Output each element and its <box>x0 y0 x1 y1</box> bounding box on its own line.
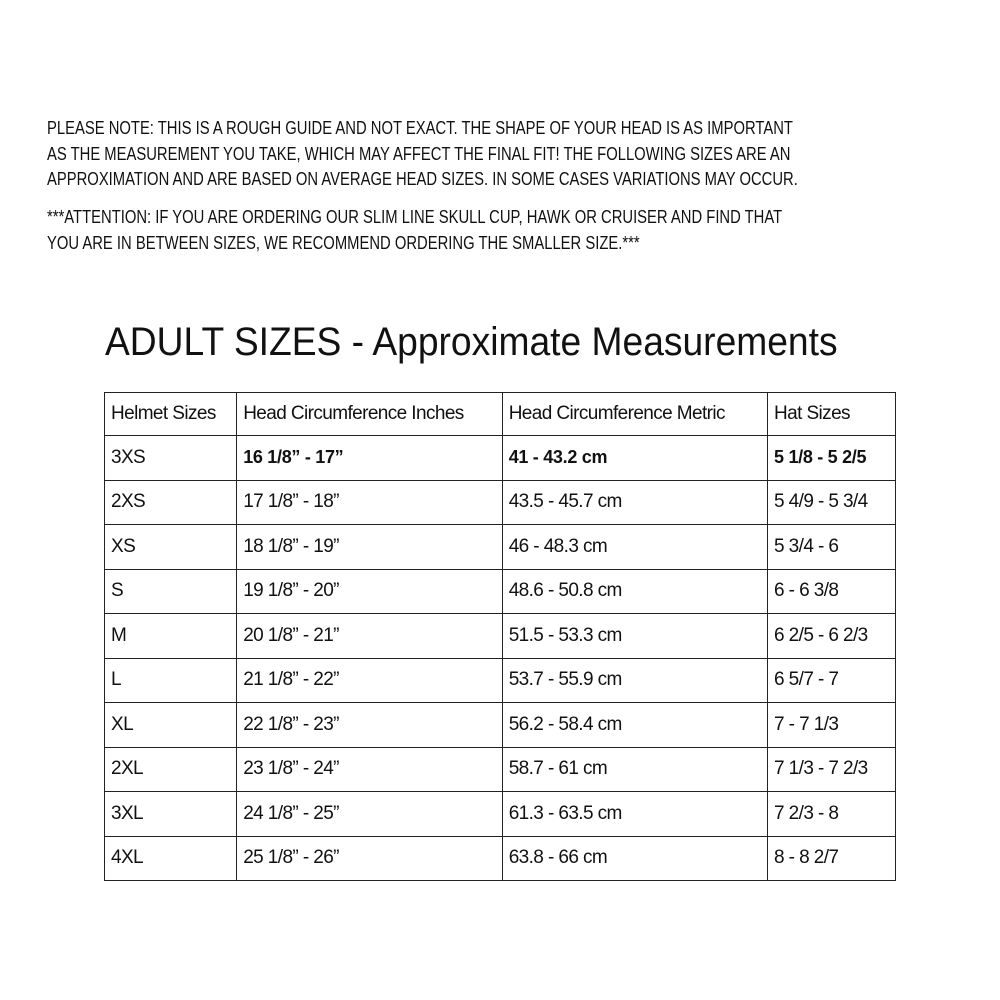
table-row: M 20 1/8” - 21” 51.5 - 53.3 cm 6 2/5 - 6 2/… <box>103 613 896 659</box>
hat-size-cell: 8 - 8 2/7 <box>767 835 896 881</box>
inches-cell: 21 1/8” - 22” <box>236 657 503 703</box>
table-header-row: Helmet Sizes Head Circumference Inches H… <box>103 392 896 436</box>
hat-size-cell: 7 1/3 - 7 2/3 <box>767 746 896 792</box>
note-line: APPROXIMATION AND ARE BASED ON AVERAGE H… <box>47 168 798 189</box>
inches-cell: 16 1/8” - 17” <box>236 435 503 481</box>
column-header: Helmet Sizes <box>103 392 238 436</box>
attention-line: YOU ARE IN BETWEEN SIZES, WE RECOMMEND O… <box>47 231 640 253</box>
metric-cell: 41 - 43.2 cm <box>501 435 769 481</box>
table-row: XL 22 1/8” - 23” 56.2 - 58.4 cm 7 - 7 1/3 <box>103 702 896 748</box>
hat-size-cell: 6 2/5 - 6 2/3 <box>767 613 896 659</box>
table-row: 3XL 24 1/8” - 25” 61.3 - 63.5 cm 7 2/3 - 8 <box>103 791 896 837</box>
metric-cell: 56.2 - 58.4 cm <box>501 702 769 748</box>
table-row: XS 18 1/8” - 19” 46 - 48.3 cm 5 3/4 - 6 <box>103 524 896 570</box>
column-header: Head Circumference Metric <box>501 392 769 436</box>
metric-cell: 58.7 - 61 cm <box>501 746 769 792</box>
table-row: 2XL 23 1/8” - 24” 58.7 - 61 cm 7 1/3 - 7 2/… <box>103 746 896 792</box>
hat-size-cell: 7 - 7 1/3 <box>767 702 896 748</box>
table-row: 4XL 25 1/8” - 26” 63.8 - 66 cm 8 - 8 2/7 <box>103 835 896 881</box>
table-row: S 19 1/8” - 20” 48.6 - 50.8 cm 6 - 6 3/8 <box>103 568 896 614</box>
helmet-size-cell: S <box>103 568 238 614</box>
metric-cell: 48.6 - 50.8 cm <box>501 568 769 614</box>
helmet-size-cell: M <box>103 613 238 659</box>
table-row: 2XS 17 1/8” - 18” 43.5 - 45.7 cm 5 4/9 - 5 … <box>103 479 896 525</box>
attention-line: ***ATTENTION: IF YOU ARE ORDERING OUR SL… <box>47 206 783 227</box>
column-header: Hat Sizes <box>767 392 896 436</box>
metric-cell: 63.8 - 66 cm <box>501 835 769 881</box>
helmet-size-cell: 3XL <box>103 791 238 837</box>
inches-cell: 22 1/8” - 23” <box>236 702 503 748</box>
helmet-size-cell: XS <box>103 524 238 570</box>
size-table: Helmet Sizes Head Circumference Inches H… <box>103 392 896 881</box>
helmet-size-cell: 3XS <box>103 435 238 481</box>
note-line: PLEASE NOTE: THIS IS A ROUGH GUIDE AND N… <box>47 117 793 138</box>
helmet-size-cell: L <box>103 657 238 703</box>
inches-cell: 18 1/8” - 19” <box>236 524 503 570</box>
attention-note: ***ATTENTION: IF YOU ARE ORDERING OUR SL… <box>47 204 782 255</box>
inches-cell: 25 1/8” - 26” <box>236 835 503 881</box>
inches-cell: 23 1/8” - 24” <box>236 746 503 792</box>
metric-cell: 51.5 - 53.3 cm <box>501 613 769 659</box>
helmet-size-cell: 2XL <box>103 746 238 792</box>
metric-cell: 46 - 48.3 cm <box>501 524 769 570</box>
table-row: 3XS 16 1/8” - 17” 41 - 43.2 cm 5 1/8 - 5 2/… <box>103 435 896 481</box>
hat-size-cell: 6 5/7 - 7 <box>767 657 896 703</box>
helmet-size-cell: XL <box>103 702 238 748</box>
disclaimer-note: PLEASE NOTE: THIS IS A ROUGH GUIDE AND N… <box>47 115 798 192</box>
helmet-size-cell: 2XS <box>103 479 238 525</box>
inches-cell: 24 1/8” - 25” <box>236 791 503 837</box>
note-line: AS THE MEASUREMENT YOU TAKE, WHICH MAY A… <box>47 142 791 164</box>
table-row: L 21 1/8” - 22” 53.7 - 55.9 cm 6 5/7 - 7 <box>103 657 896 703</box>
inches-cell: 17 1/8” - 18” <box>236 479 503 525</box>
helmet-size-cell: 4XL <box>103 835 238 881</box>
hat-size-cell: 5 3/4 - 6 <box>767 524 896 570</box>
metric-cell: 61.3 - 63.5 cm <box>501 791 769 837</box>
hat-size-cell: 5 1/8 - 5 2/5 <box>767 435 896 481</box>
hat-size-cell: 7 2/3 - 8 <box>767 791 896 837</box>
inches-cell: 19 1/8” - 20” <box>236 568 503 614</box>
hat-size-cell: 5 4/9 - 5 3/4 <box>767 479 896 525</box>
inches-cell: 20 1/8” - 21” <box>236 613 503 659</box>
metric-cell: 43.5 - 45.7 cm <box>501 479 769 525</box>
hat-size-cell: 6 - 6 3/8 <box>767 568 896 614</box>
metric-cell: 53.7 - 55.9 cm <box>501 657 769 703</box>
column-header: Head Circumference Inches <box>236 392 503 436</box>
page-title: ADULT SIZES - Approximate Measurements <box>105 320 838 364</box>
